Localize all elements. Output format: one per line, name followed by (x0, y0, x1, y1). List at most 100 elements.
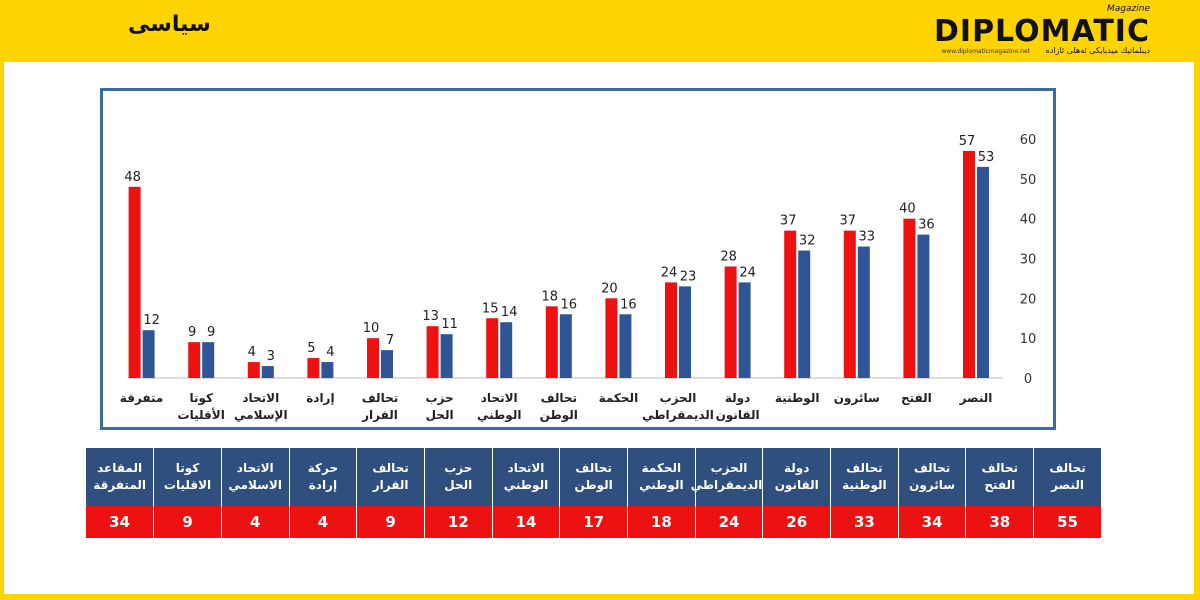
data-label: 24 (661, 265, 678, 280)
bar-series-1 (367, 338, 379, 378)
bar-series-2 (917, 234, 930, 378)
category-label: الديمقراطي (642, 408, 714, 422)
bar-series-2 (977, 166, 989, 378)
table-header-cell: الاتحاد الوطني (492, 448, 561, 506)
table-header-cell: تحالف القرار (356, 448, 425, 506)
data-label: 16 (561, 297, 578, 312)
logo-tagline: ديبلماتيك ميديايكى ئەھلى ئازادە (1045, 46, 1150, 55)
data-label: 37 (840, 214, 857, 229)
category-label: الوطن (540, 408, 578, 423)
data-label: 40 (899, 202, 916, 217)
category-label: الأقليات (178, 407, 225, 422)
category-label: النصر (959, 391, 993, 405)
table-header-cell: تحالف الوطنية (830, 448, 899, 506)
bar-chart: 01020304050605753النصر4036الفتح3733سائرو… (120, 133, 1037, 423)
bar-series-1 (843, 230, 856, 378)
table-value-cell: 12 (424, 506, 493, 538)
data-label: 20 (601, 281, 618, 296)
diplomatic-logo[interactable]: Magazine DIPLOMATIC www.diplomaticmagazi… (890, 4, 1150, 58)
data-label: 16 (620, 297, 637, 312)
category-label: تحالف (541, 391, 577, 405)
bar-series-1 (784, 230, 797, 378)
bar-series-1 (665, 282, 677, 378)
table-value-cell: 38 (965, 506, 1035, 538)
data-label: 15 (482, 301, 499, 316)
category-label: الوطنية (775, 391, 820, 406)
category-label: الحل (426, 408, 454, 422)
category-label: متفرقة (120, 391, 164, 405)
category-label: الفتح (901, 391, 932, 405)
category-label: كوتا (189, 391, 213, 406)
category-label: الوطني (477, 408, 521, 423)
y-tick-label: 60 (1020, 133, 1037, 148)
table-header-cell: تحالف النصر (1033, 448, 1102, 506)
table-header-cell: دولة القانون (762, 448, 832, 506)
table-header-cell: الحكمة الوطني (627, 448, 696, 506)
bar-series-2 (321, 362, 334, 378)
bar-series-2 (142, 330, 155, 378)
seat-results-table: المقاعد المتفرقة كوتا الاقليات الاتحاد الاسلا… (86, 448, 1102, 538)
table-value-cell: 17 (559, 506, 628, 538)
category-label: سائرون (834, 391, 880, 406)
category-label: الاتحاد (481, 391, 518, 405)
bar-series-2 (261, 366, 274, 378)
bar-series-2 (559, 314, 572, 378)
bar-series-1 (605, 298, 618, 378)
table-header-cell: تحالف سائرون (898, 448, 967, 506)
category-label: الحزب (660, 391, 697, 405)
bar-series-2 (798, 250, 811, 378)
bar-series-1 (963, 150, 975, 378)
bar-series-1 (128, 186, 141, 378)
bar-series-1 (188, 342, 201, 378)
bar-series-1 (545, 306, 558, 378)
table-value-cell: 4 (221, 506, 290, 538)
data-label: 48 (124, 170, 141, 185)
category-label: القانون (716, 408, 760, 423)
table-header-cell: تحالف الوطن (559, 448, 628, 506)
section-label: سياسى (128, 12, 211, 37)
data-label: 9 (207, 325, 215, 340)
data-label: 37 (780, 214, 797, 229)
table-value-cell: 14 (492, 506, 561, 538)
data-label: 7 (386, 333, 394, 348)
table-header-cell: المقاعد المتفرقة (86, 448, 155, 506)
y-tick-label: 50 (1020, 173, 1037, 188)
bar-series-2 (440, 334, 453, 378)
bar-series-2 (381, 350, 393, 378)
table-values-row: 34 9 4 4 9 12 14 17 18 24 26 33 34 38 55 (86, 506, 1102, 538)
table-value-cell: 33 (830, 506, 899, 538)
y-tick-label: 30 (1020, 253, 1037, 268)
logo-url: www.diplomaticmagazine.net (941, 48, 1030, 55)
y-tick-label: 40 (1020, 213, 1037, 228)
data-label: 18 (542, 289, 559, 304)
bar-series-2 (202, 342, 215, 378)
data-label: 24 (739, 265, 756, 280)
table-header-cell: حركة إرادة (289, 448, 358, 506)
category-label: دولة (725, 391, 750, 406)
category-label: حزب (426, 391, 454, 405)
data-label: 10 (363, 321, 380, 336)
header-banner: سياسى Magazine DIPLOMATIC www.diplomatic… (0, 0, 1200, 62)
bar-series-1 (724, 266, 737, 378)
table-header-cell: الحزب الديمقراطي (691, 448, 764, 506)
y-tick-label: 10 (1020, 332, 1037, 347)
data-label: 11 (441, 317, 458, 332)
bar-series-2 (500, 322, 513, 378)
data-label: 33 (859, 230, 876, 245)
category-label: القرار (361, 408, 398, 422)
table-value-cell: 55 (1033, 506, 1102, 538)
table-value-cell: 34 (86, 506, 155, 538)
data-label: 14 (501, 305, 518, 320)
bar-series-2 (679, 286, 691, 378)
table-value-cell: 4 (289, 506, 358, 538)
data-label: 5 (307, 341, 315, 356)
table-value-cell: 18 (627, 506, 696, 538)
category-label: الإسلامي (234, 408, 288, 422)
logo-magazine-text: Magazine (1107, 4, 1150, 14)
bar-series-1 (247, 362, 260, 378)
table-header-row: المقاعد المتفرقة كوتا الاقليات الاتحاد الاسلا… (86, 448, 1102, 506)
category-label: الحكمة (599, 391, 639, 405)
table-header-cell: كوتا الاقليات (153, 448, 222, 506)
data-label: 12 (143, 313, 160, 328)
data-label: 32 (799, 234, 816, 249)
